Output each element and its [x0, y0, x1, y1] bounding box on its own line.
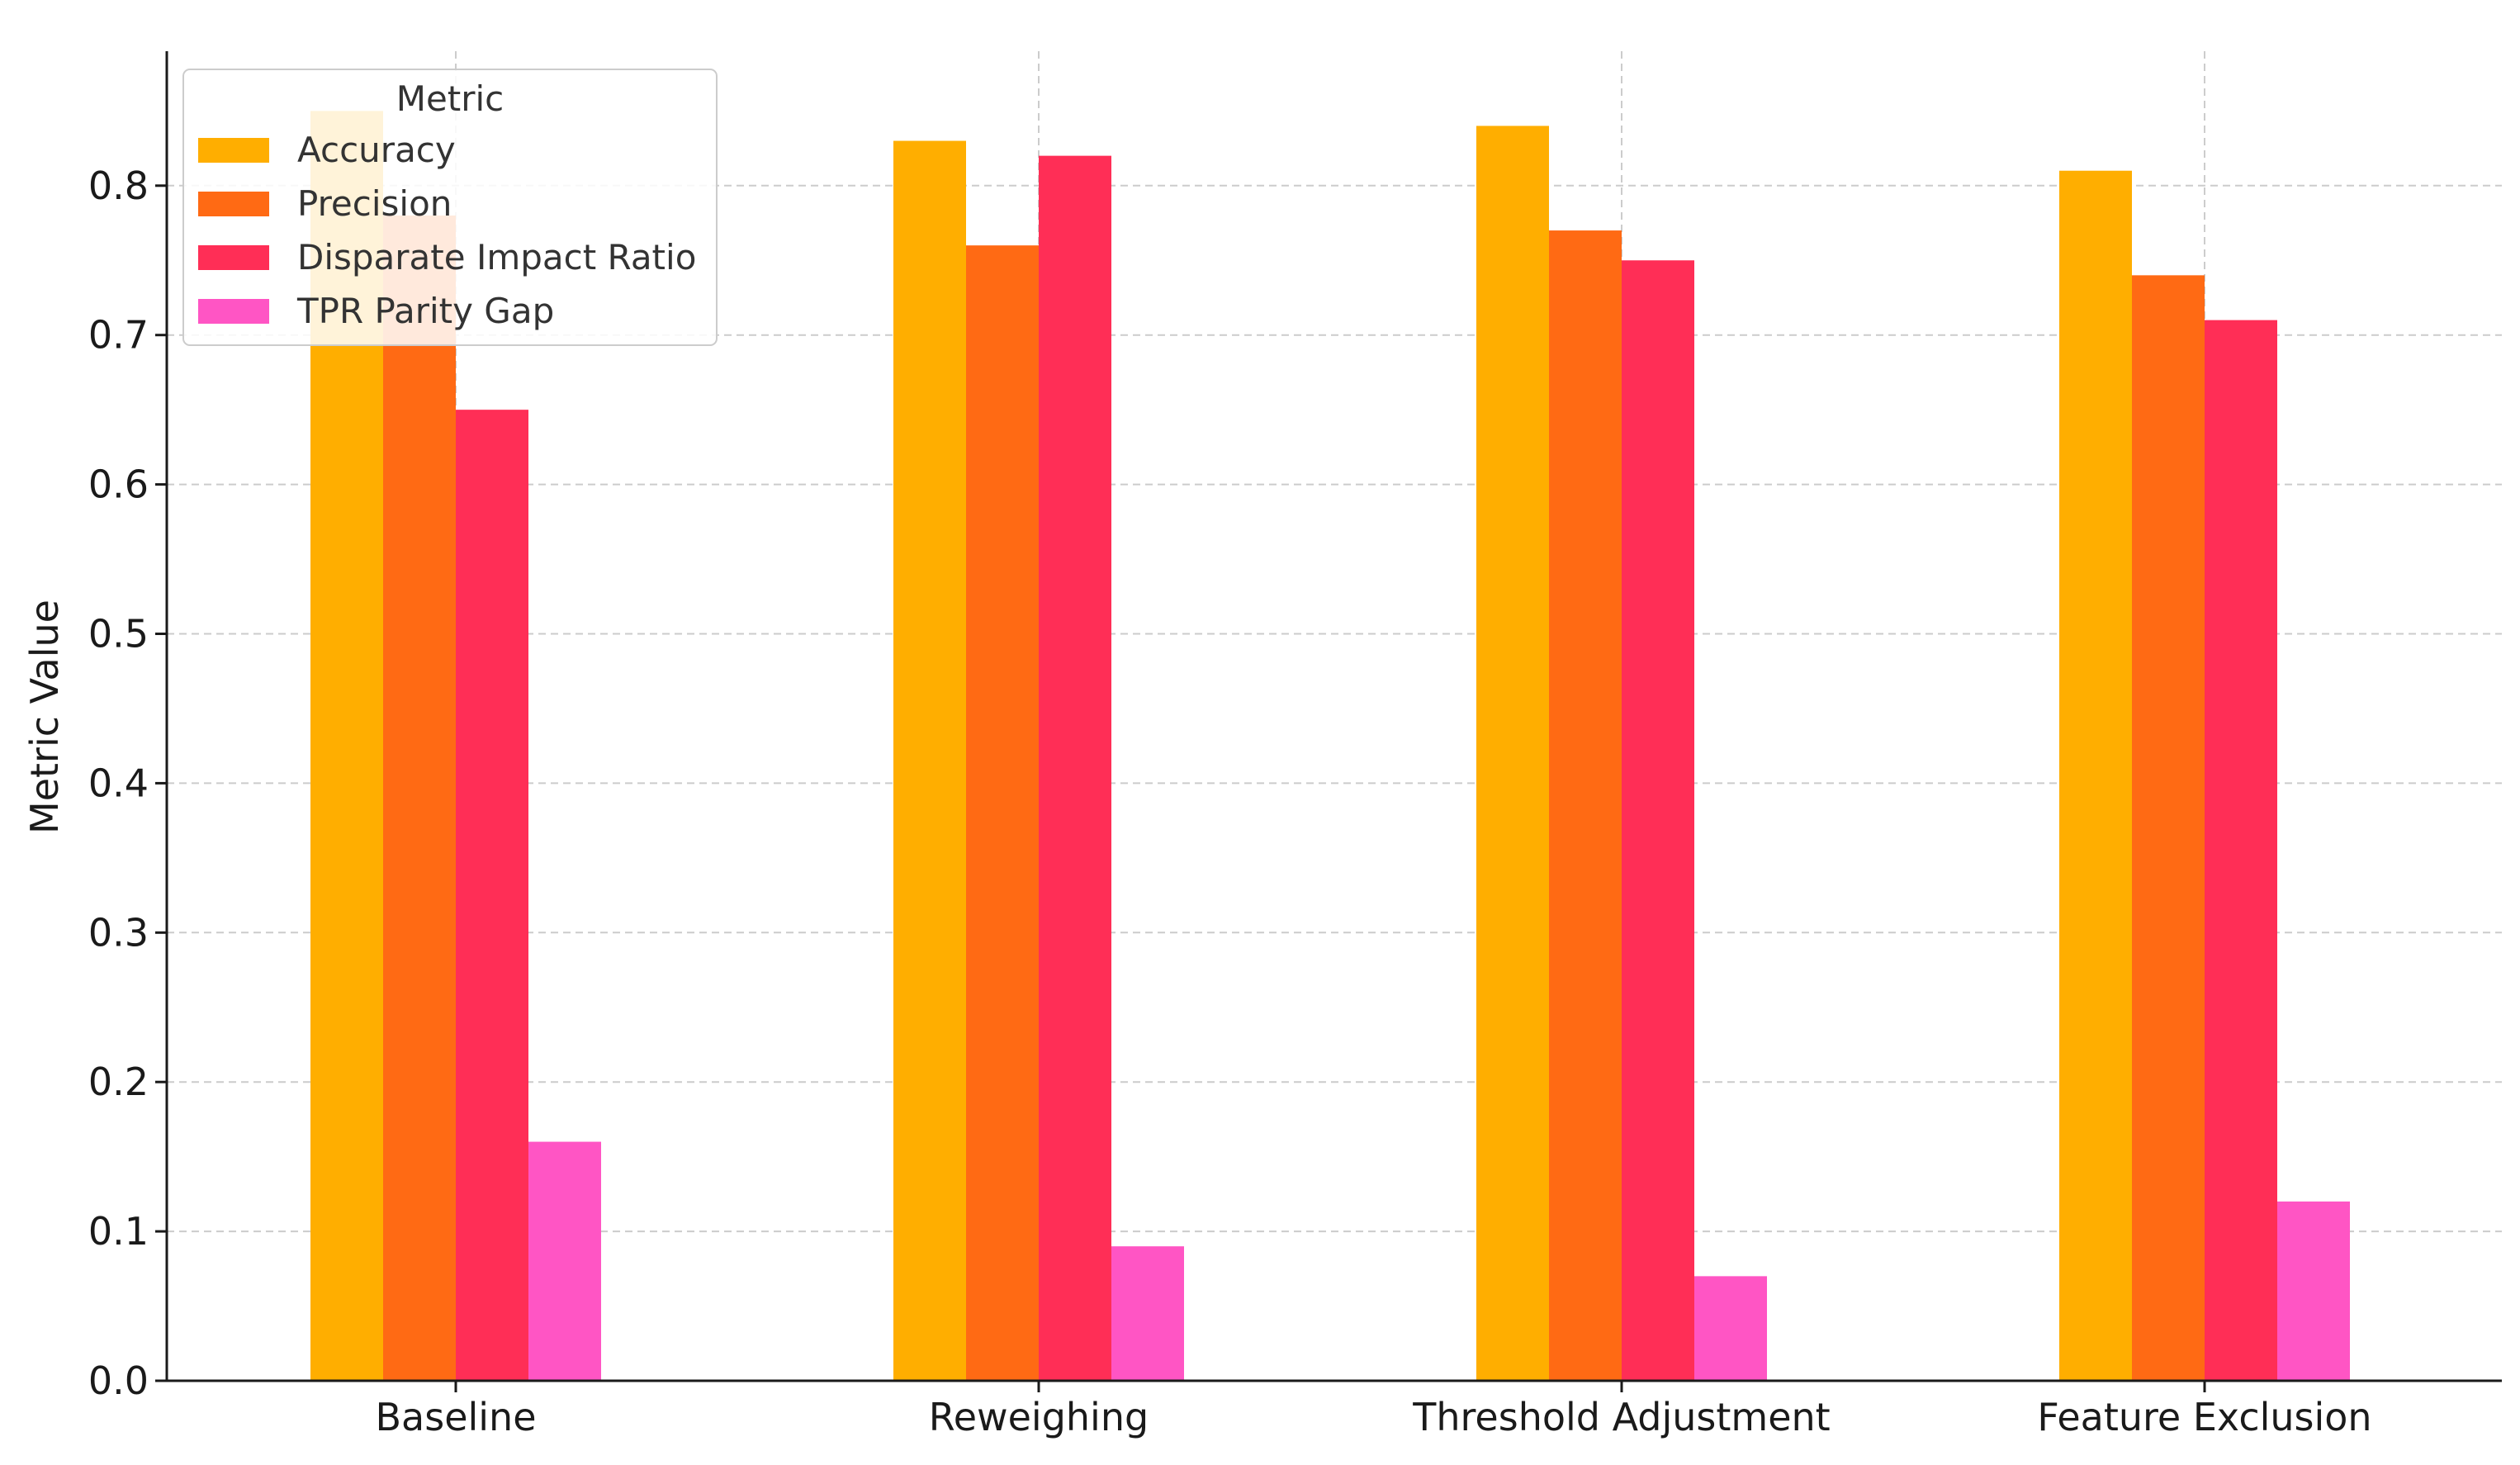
- y-tick-label: 0.2: [88, 1060, 149, 1104]
- legend-swatch: [198, 138, 269, 163]
- x-tick-label: Threshold Adjustment: [1412, 1395, 1830, 1439]
- legend-label: TPR Parity Gap: [296, 291, 554, 331]
- legend-swatch: [198, 245, 269, 270]
- y-axis-ticks: 0.0 0.1 0.2 0.3 0.4 0.5 0.6 0.7 0.8: [88, 164, 167, 1403]
- bar-accuracy-reweighing: [893, 140, 966, 1382]
- y-tick-label: 0.3: [88, 910, 149, 955]
- bar-accuracy-threshold-adjustment: [1476, 126, 1549, 1381]
- legend: Metric Accuracy Precision Disparate Impact …: [182, 69, 718, 346]
- legend-swatch: [198, 192, 269, 216]
- y-tick-label: 0.4: [88, 761, 149, 805]
- x-axis-ticks: Baseline Reweighing Threshold Adjustment Fe…: [375, 1381, 2372, 1439]
- bar-precision-threshold-adjustment: [1549, 230, 1622, 1382]
- legend-swatch: [198, 299, 269, 324]
- bar-disparate-impact-ratio-feature-exclusion: [2205, 320, 2277, 1382]
- bar-precision-feature-exclusion: [2132, 275, 2205, 1381]
- legend-label: Precision: [297, 183, 452, 224]
- x-tick-label: Reweighing: [929, 1395, 1149, 1439]
- bar-accuracy-feature-exclusion: [2059, 170, 2132, 1381]
- bar-disparate-impact-ratio-reweighing: [1039, 155, 1111, 1382]
- legend-label: Accuracy: [297, 130, 456, 170]
- y-axis-title: Metric Value: [22, 600, 67, 834]
- y-tick-label: 0.8: [88, 164, 149, 208]
- x-tick-label: Baseline: [375, 1395, 536, 1439]
- bar-tpr-parity-gap-threshold-adjustment: [1694, 1276, 1767, 1381]
- bar-precision-reweighing: [966, 245, 1039, 1381]
- bar-tpr-parity-gap-reweighing: [1111, 1246, 1184, 1381]
- y-tick-label: 0.7: [88, 313, 149, 358]
- axes: [165, 51, 2502, 1382]
- y-tick-label: 0.1: [88, 1209, 149, 1254]
- bar-tpr-parity-gap-baseline: [528, 1141, 601, 1381]
- legend-label: Disparate Impact Ratio: [297, 237, 696, 277]
- bars: [310, 111, 2350, 1382]
- legend-title: Metric: [396, 78, 504, 119]
- y-tick-label: 0.0: [88, 1358, 149, 1403]
- y-tick-label: 0.5: [88, 612, 149, 657]
- bar-precision-baseline: [383, 215, 456, 1381]
- legend-frame: [182, 69, 718, 346]
- y-tick-label: 0.6: [88, 462, 149, 507]
- bar-disparate-impact-ratio-threshold-adjustment: [1622, 260, 1694, 1381]
- bar-tpr-parity-gap-feature-exclusion: [2277, 1201, 2350, 1381]
- bar-disparate-impact-ratio-baseline: [456, 410, 528, 1381]
- x-tick-label: Feature Exclusion: [2037, 1395, 2371, 1439]
